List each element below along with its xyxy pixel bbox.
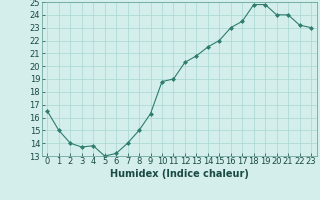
X-axis label: Humidex (Indice chaleur): Humidex (Indice chaleur) xyxy=(110,169,249,179)
